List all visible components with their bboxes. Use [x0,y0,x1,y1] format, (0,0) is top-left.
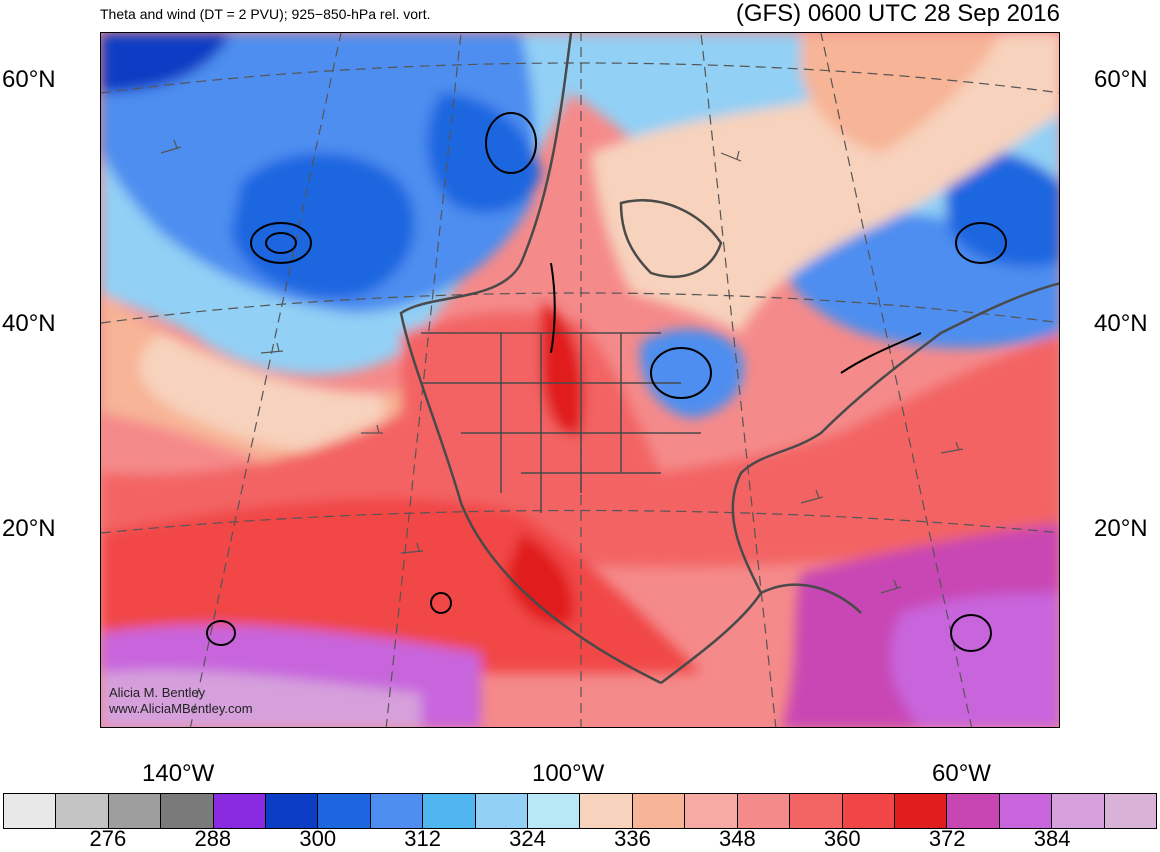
meridian-140w [189,33,342,727]
wind-barb [400,542,424,554]
vort-contour [485,112,537,174]
color-swatch [370,794,424,828]
hudson-bay [619,199,723,278]
theta-372-core-plains [541,303,584,435]
color-swatch [108,794,162,828]
graticule [101,33,1059,727]
vort-contour [250,222,312,264]
chart-subtitle: Theta and wind (DT = 2 PVU); 925−850-hPa… [100,6,431,22]
vorticity-contours [206,112,1007,652]
color-swatch [632,794,686,828]
color-swatch [213,794,267,828]
theta-336-zone [591,33,1059,333]
wind-barb [720,150,742,162]
color-scale-label: 336 [614,826,651,851]
vort-contour [650,347,712,399]
meridian-120w [385,33,462,727]
wind-barb [260,342,284,354]
color-scale-label: 288 [194,826,232,851]
theta-300-zone-labrador [945,150,1059,267]
lat-label-20n-right: 20°N [1094,515,1148,542]
lat-label-20n-left: 20°N [2,515,56,542]
lon-label-60w: 60°W [932,760,991,787]
color-swatch [161,794,214,828]
color-swatch [423,794,476,828]
color-scale-label: 276 [89,826,127,851]
color-scale-label: 324 [509,826,546,851]
color-swatch [790,794,843,828]
color-swatch [842,794,895,828]
color-swatch [737,794,791,828]
vort-contour [206,620,236,646]
color-swatch [999,794,1053,828]
lat-label-40n-right: 40°N [1094,310,1148,337]
color-swatch [1104,794,1156,828]
color-scale-label: 360 [823,826,861,851]
color-swatch [475,794,529,828]
credit-author: Alicia M. Bentley [109,685,206,700]
vort-contour [950,614,992,652]
vort-contour [955,222,1007,264]
meridian-60w [820,33,973,727]
color-swatch [318,794,371,828]
map-panel: Alicia M. Bentley www.AliciaMBentley.com [100,32,1060,728]
chart-title: (GFS) 0600 UTC 28 Sep 2016 [735,0,1060,27]
color-swatch [947,794,1000,828]
theta-390-zone-pacific [101,670,421,727]
color-swatch [894,794,948,828]
lat-label-40n-left: 40°N [2,310,56,337]
color-swatch [56,794,109,828]
east-coast [731,282,1059,594]
color-swatch [528,794,581,828]
theta-300-zone-nw [101,33,231,93]
state-borders-vertical [500,333,622,513]
theta-384-zone-atlantic [890,593,1059,727]
wind-barbs [160,139,964,594]
color-scale-label: 384 [1033,826,1071,851]
color-scale-label: 348 [719,826,756,851]
lon-label-140w: 140°W [142,760,215,787]
color-swatch [1052,794,1105,828]
vort-contour [430,592,452,614]
color-scale-label: 372 [928,826,966,851]
lon-label-100w: 100°W [532,760,605,787]
color-swatch [580,794,633,828]
color-scale-label: 312 [404,826,441,851]
lat-label-60n-left: 60°N [2,66,56,93]
vort-contour [840,332,922,374]
wind-barb [940,441,964,454]
theta-300-zone-bc [427,93,541,213]
color-swatch [4,794,57,828]
theta-372-core-mexico [506,533,574,625]
coastlines [399,33,1059,685]
central-america-coast [660,583,862,684]
parallel-20n [101,509,1059,534]
color-swatch [266,794,319,828]
wind-barb [880,579,902,594]
lat-label-60n-right: 60°N [1094,66,1148,93]
theta-field-map [101,33,1059,727]
west-coast [399,33,662,685]
wind-barb [800,489,824,504]
meridian-80w [700,33,777,727]
wind-barb [160,139,182,154]
theta-336-zone-pacific [139,333,391,456]
color-swatch [685,794,738,828]
color-scale-bar [3,793,1157,829]
wind-barb [361,424,383,434]
credit-website: www.AliciaMBentley.com [109,701,253,716]
theta-348-zone-north [801,33,1001,153]
vort-contour [265,232,297,254]
color-scale-label: 300 [299,826,337,851]
vort-contour [550,262,556,354]
